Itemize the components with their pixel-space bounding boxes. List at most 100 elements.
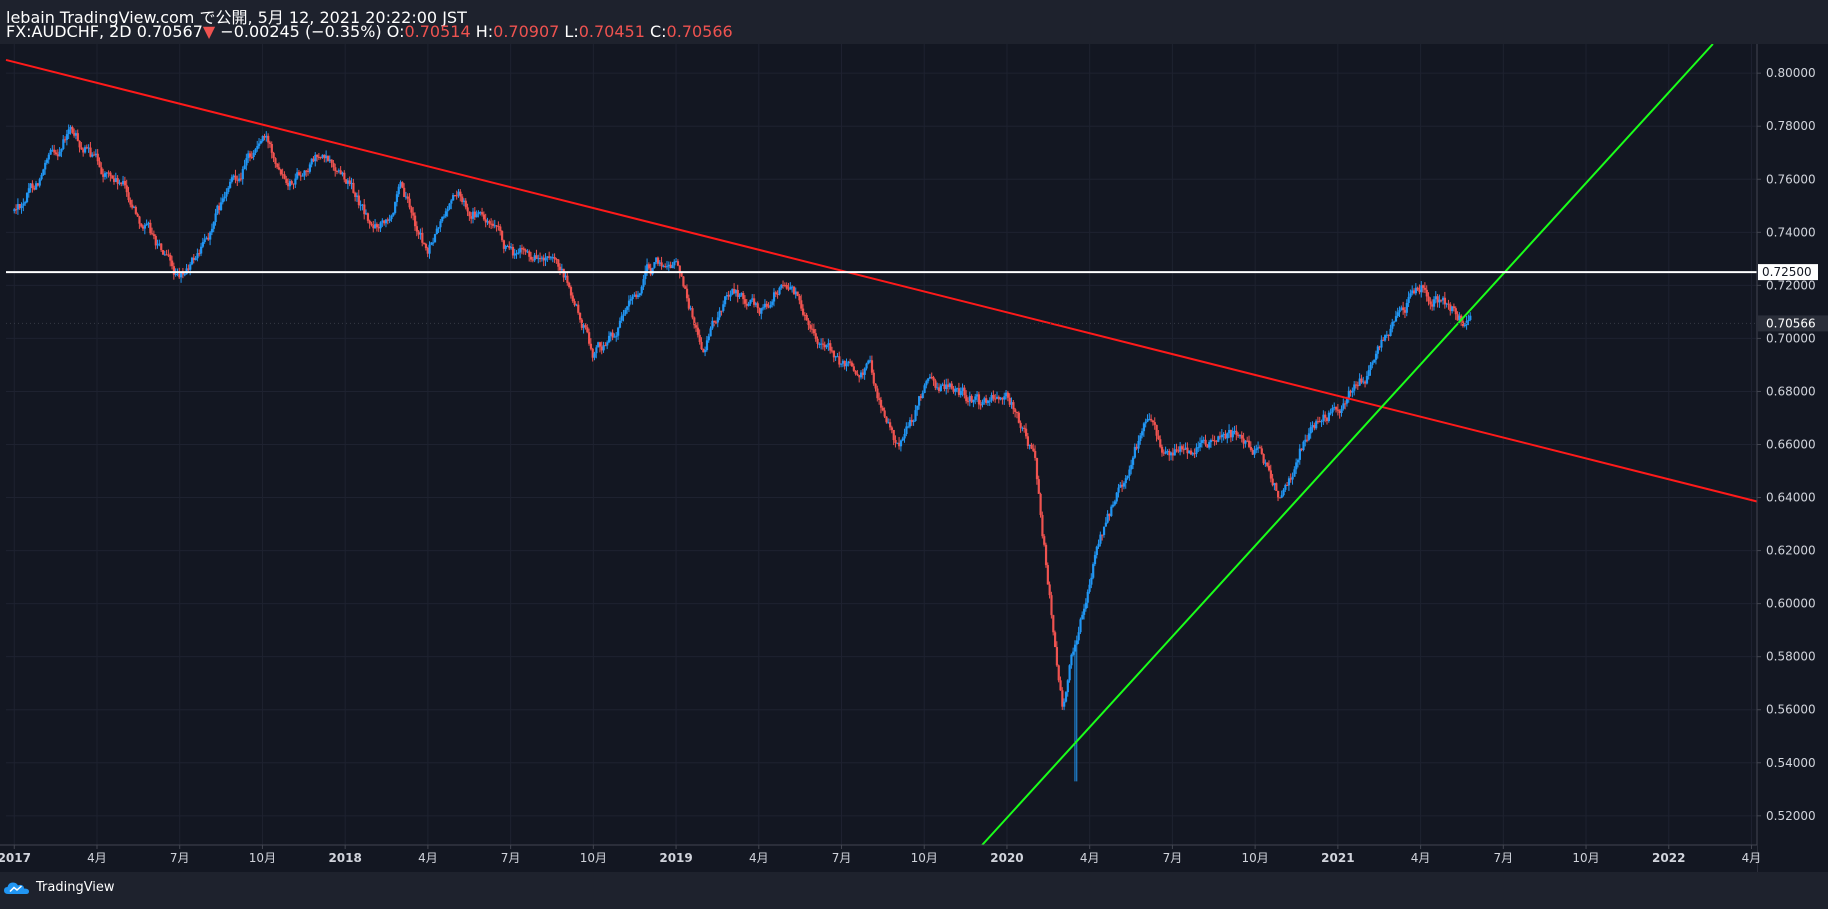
candle-body [627, 300, 631, 307]
last-price-label-bg [1758, 315, 1828, 332]
time-tick-label: 2021 [1321, 851, 1354, 865]
candle-body [582, 325, 585, 328]
candle-body [263, 135, 266, 138]
time-tick-label: 2020 [990, 851, 1023, 865]
candle-body [1365, 375, 1369, 384]
candle-body [1367, 370, 1370, 376]
candle-body [1318, 421, 1321, 423]
candle-body [1403, 310, 1407, 313]
candle-body [1117, 487, 1120, 493]
candle-body [1041, 514, 1044, 537]
resistance-trendline[interactable] [5, 58, 1758, 503]
candle-body [127, 192, 130, 200]
price-labels: 0.70566 0.72500 [6, 264, 1828, 332]
candle-body [1228, 429, 1231, 434]
candle-body [187, 268, 190, 270]
candle-body [947, 384, 950, 388]
candle-body [336, 170, 339, 172]
symbol-label[interactable]: FX:AUDCHF, 2D [6, 22, 132, 41]
candle-body [644, 271, 647, 280]
brand[interactable]: TradingView [4, 880, 115, 895]
drawings[interactable] [5, 43, 1758, 846]
candle-body [401, 182, 404, 188]
candle-body [1394, 316, 1398, 322]
candle-body [985, 398, 988, 403]
candle-body [1387, 334, 1390, 337]
candle-body [992, 394, 995, 399]
candle-body [471, 211, 475, 219]
price-axis-panel[interactable] [1757, 44, 1828, 872]
candle-body [305, 170, 308, 172]
candle-body [731, 288, 734, 295]
candle-body [490, 223, 493, 225]
candle-body [1360, 378, 1363, 383]
candle-body [1128, 469, 1131, 476]
candle-body [1113, 501, 1117, 505]
candle-body [1215, 440, 1218, 442]
candle-body [916, 405, 919, 411]
candle-body [1237, 434, 1240, 437]
candle-body [1436, 296, 1439, 303]
candle-body [209, 232, 212, 240]
candle-body [595, 347, 598, 354]
candle-body [720, 310, 723, 312]
candle-body [1369, 364, 1372, 371]
candle-body [874, 383, 877, 389]
candle-body [354, 192, 357, 197]
candle-body [1199, 442, 1202, 448]
candle-body [961, 387, 964, 391]
candle-body [236, 179, 239, 181]
candle-body [140, 223, 143, 227]
candle-body [225, 191, 228, 197]
time-tick-label: 7月 [1493, 851, 1513, 865]
candle-body [709, 328, 712, 337]
candle-body [1255, 448, 1258, 451]
candle-body [1063, 701, 1066, 707]
candle-body [83, 147, 87, 153]
candle-body [346, 180, 350, 184]
candle-body [1422, 285, 1425, 288]
candle-body [1206, 444, 1209, 448]
candle-body [918, 396, 921, 406]
candle-body [696, 327, 700, 335]
candle-body [771, 301, 774, 305]
price-tick-label: 0.78000 [1766, 119, 1816, 133]
candle-body [1175, 449, 1178, 451]
candle-body [658, 262, 661, 264]
time-tick-label: 2019 [659, 851, 692, 865]
candle-body [15, 209, 18, 211]
candle-body [531, 259, 535, 261]
candle-body [1407, 296, 1410, 303]
candle-body [613, 336, 616, 338]
candle-body [488, 221, 491, 224]
candle-body [20, 205, 23, 209]
candle-body [53, 149, 56, 153]
time-axis-panel[interactable] [0, 845, 1757, 872]
candle-body [1023, 427, 1026, 429]
candle-body [890, 427, 894, 430]
candle-body [384, 219, 388, 224]
candle-body [502, 240, 506, 249]
candle-body [1275, 483, 1278, 491]
close-value: 0.70566 [666, 22, 733, 41]
candle-body [743, 299, 747, 304]
candle-body [399, 182, 402, 187]
candle-body [939, 385, 942, 392]
candle-body [954, 388, 957, 392]
candle-body [620, 315, 623, 321]
candle-body [74, 133, 78, 136]
candle-body [1177, 450, 1180, 452]
candle-body [740, 292, 743, 296]
candle-body [524, 249, 527, 252]
candle-body [841, 360, 845, 364]
candle-body [1044, 544, 1048, 566]
candle-body [1186, 447, 1189, 454]
support-trendline[interactable] [981, 43, 1714, 846]
candle-body [452, 195, 455, 201]
candle-body [307, 171, 310, 173]
candle-body [1402, 307, 1405, 311]
price-tick-label: 0.52000 [1766, 809, 1816, 823]
candle-body [923, 385, 926, 394]
candle-body [678, 265, 681, 273]
